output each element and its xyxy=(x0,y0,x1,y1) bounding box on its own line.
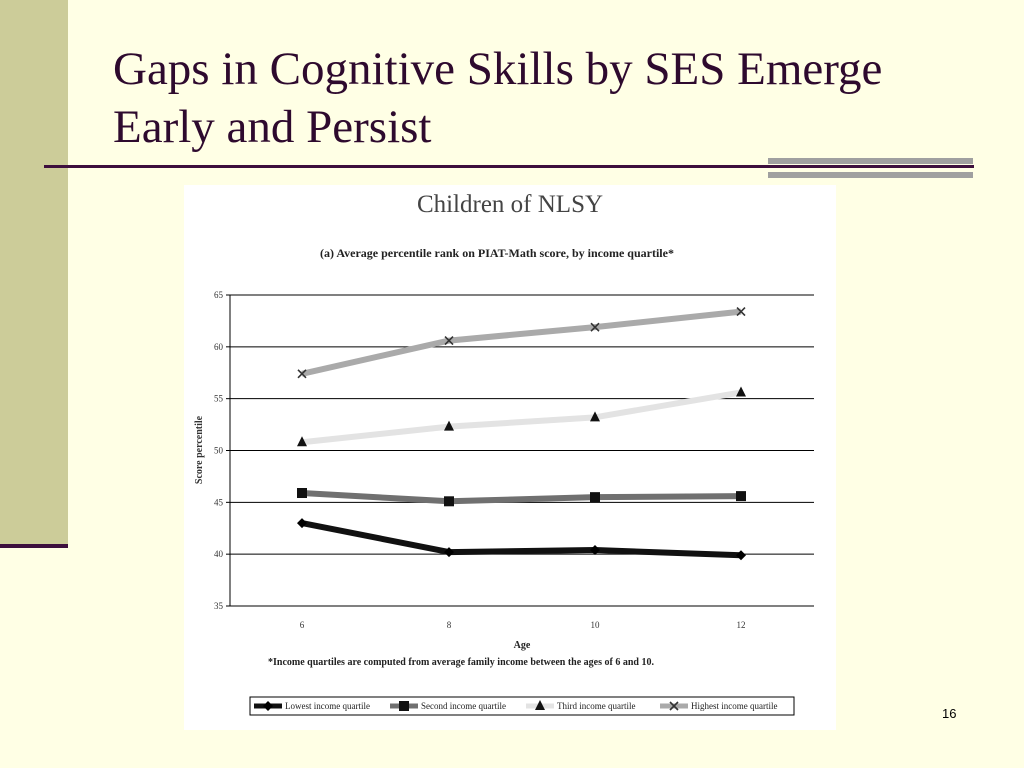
line-chart: Children of NLSY (a) Average percentile … xyxy=(194,191,814,716)
data-point xyxy=(444,496,454,507)
y-tick-labels: 35 40 45 50 55 60 65 xyxy=(214,290,224,611)
series-line xyxy=(301,490,742,505)
data-point xyxy=(736,307,746,317)
data-series xyxy=(297,307,746,561)
y-tick-label: 40 xyxy=(214,549,224,559)
x-tick-label: 6 xyxy=(300,620,305,630)
grid-lines xyxy=(226,294,814,607)
data-point xyxy=(297,436,307,447)
y-axis-label: Score percentile xyxy=(194,415,205,484)
sidebar-divider xyxy=(0,544,68,548)
y-tick-label: 50 xyxy=(214,446,224,456)
legend-box xyxy=(249,696,795,716)
legend-label: Lowest income quartile xyxy=(285,701,370,711)
title-divider xyxy=(44,165,974,168)
legend-item: Lowest income quartile xyxy=(254,701,370,711)
chart-image: Children of NLSY (a) Average percentile … xyxy=(184,185,836,730)
legend-label: Second income quartile xyxy=(421,701,506,711)
data-point xyxy=(297,518,307,529)
data-point xyxy=(736,491,746,502)
legend-marker xyxy=(263,701,273,711)
data-point xyxy=(736,550,746,561)
x-tick-label: 8 xyxy=(447,620,452,630)
series-line xyxy=(301,389,742,446)
chart-title: Children of NLSY xyxy=(417,191,603,218)
series-line xyxy=(301,520,742,559)
y-tick-label: 35 xyxy=(214,601,224,611)
series-line xyxy=(301,308,742,377)
page-number: 16 xyxy=(942,706,957,721)
y-tick-label: 65 xyxy=(214,290,224,300)
data-point xyxy=(297,488,307,499)
legend-marker xyxy=(399,701,409,711)
x-tick-label: 10 xyxy=(591,620,601,630)
y-tick-label: 45 xyxy=(214,497,224,507)
y-tick-label: 55 xyxy=(214,394,224,404)
data-point xyxy=(444,547,454,558)
sidebar-band xyxy=(0,0,68,545)
series-4 xyxy=(297,307,746,379)
legend-label: Third income quartile xyxy=(557,701,635,711)
legend: Lowest income quartile Second income quar… xyxy=(254,700,777,711)
series-1 xyxy=(297,518,746,561)
data-point xyxy=(297,369,307,379)
slide-title: Gaps in Cognitive Skills by SES Emerge E… xyxy=(113,43,883,153)
legend-item: Second income quartile xyxy=(390,701,506,711)
data-point xyxy=(444,336,454,346)
legend-marker xyxy=(535,700,545,710)
x-tick-label: 12 xyxy=(737,620,746,630)
data-point xyxy=(736,386,746,397)
legend-item: Highest income quartile xyxy=(660,701,777,711)
chart-subtitle: (a) Average percentile rank on PIAT-Math… xyxy=(320,246,674,260)
y-tick-label: 60 xyxy=(214,342,224,352)
legend-marker xyxy=(669,701,679,711)
decorative-gray-band xyxy=(768,158,973,178)
x-axis-label: Age xyxy=(514,640,531,651)
chart-footnote: *Income quartiles are computed from aver… xyxy=(268,657,654,668)
x-tick-labels: 6 8 10 12 xyxy=(300,620,746,630)
data-point xyxy=(590,322,600,332)
legend-label: Highest income quartile xyxy=(691,701,777,711)
series-3 xyxy=(297,386,746,447)
series-2 xyxy=(297,488,746,507)
legend-item: Third income quartile xyxy=(526,700,635,711)
data-point xyxy=(590,492,600,503)
data-point xyxy=(590,545,600,556)
data-point xyxy=(444,420,454,431)
data-point xyxy=(590,411,600,422)
